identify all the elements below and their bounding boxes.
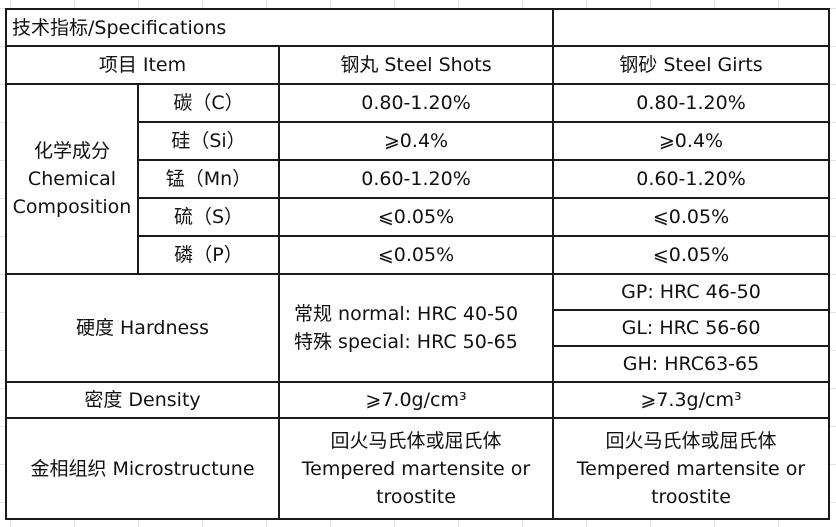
- shots-microstructure[interactable]: 回火马氏体或屈氏体 Tempered martensite or troosti…: [278, 417, 554, 520]
- table-title[interactable]: 技术指标/Specifications: [5, 8, 554, 47]
- grits-micro-cn: 回火马氏体或屈氏体: [605, 429, 777, 452]
- table-row: 锰（Mn） 0.60-1.20% 0.60-1.20%: [6, 159, 830, 199]
- header-item[interactable]: 项目 Item: [5, 45, 280, 85]
- shots-carbon[interactable]: 0.80-1.20%: [278, 83, 554, 123]
- table-row: 化学成分 Chemical Composition 碳（C） 0.80-1.20…: [5, 83, 830, 275]
- grits-micro-en2: troostite: [651, 485, 731, 508]
- shots-micro-en2: troostite: [376, 485, 456, 508]
- header-steel-shots[interactable]: 钢丸 Steel Shots: [278, 45, 554, 85]
- table-row: 硬度 Hardness 常规 normal: HRC 40-50 特殊 spec…: [5, 273, 830, 383]
- shots-micro-en1: Tempered martensite or: [301, 457, 531, 480]
- grits-sulfur[interactable]: ⩽0.05%: [552, 197, 830, 237]
- table-row: GH: HRC63-65: [6, 345, 830, 383]
- element-phosphorus[interactable]: 磷（P）: [137, 235, 280, 275]
- title-row: 技术指标/Specifications: [5, 8, 830, 47]
- specifications-table: 技术指标/Specifications 项目 Item 钢丸 Steel Sho…: [5, 8, 830, 520]
- microstructure-label[interactable]: 金相组织 Microstructune: [5, 417, 280, 520]
- grits-microstructure[interactable]: 回火马氏体或屈氏体 Tempered martensite or troosti…: [552, 417, 830, 520]
- grits-micro-en1: Tempered martensite or: [576, 457, 806, 480]
- chemical-label-en1: Chemical: [27, 168, 117, 190]
- shots-density[interactable]: ⩾7.0g/cm³: [278, 381, 554, 419]
- grits-phosphorus[interactable]: ⩽0.05%: [552, 235, 830, 275]
- header-steel-grits[interactable]: 钢砂 Steel Girts: [552, 45, 830, 85]
- empty-cell[interactable]: [552, 8, 830, 47]
- shots-sulfur[interactable]: ⩽0.05%: [278, 197, 554, 237]
- chemical-label-en2: Composition: [12, 196, 132, 218]
- shots-silicon[interactable]: ⩾0.4%: [278, 121, 554, 161]
- hardness-label[interactable]: 硬度 Hardness: [5, 273, 280, 383]
- shots-manganese[interactable]: 0.60-1.20%: [278, 159, 554, 199]
- table-row: 磷（P） ⩽0.05% ⩽0.05%: [6, 235, 830, 275]
- table-row: 金相组织 Microstructune 回火马氏体或屈氏体 Tempered m…: [5, 417, 830, 520]
- shots-phosphorus[interactable]: ⩽0.05%: [278, 235, 554, 275]
- element-manganese[interactable]: 锰（Mn）: [137, 159, 280, 199]
- density-label[interactable]: 密度 Density: [5, 381, 280, 419]
- table-row: GL: HRC 56-60: [6, 309, 830, 347]
- grits-carbon[interactable]: 0.80-1.20%: [552, 83, 830, 123]
- grits-hardness-gp[interactable]: GP: HRC 46-50: [552, 273, 830, 311]
- table-row: 硅（Si） ⩾0.4% ⩾0.4%: [6, 121, 830, 161]
- table-row: 密度 Density ⩾7.0g/cm³ ⩾7.3g/cm³: [5, 381, 830, 419]
- chemical-label-cn: 化学成分: [33, 140, 110, 162]
- element-carbon[interactable]: 碳（C）: [137, 83, 280, 123]
- grits-hardness-gh[interactable]: GH: HRC63-65: [552, 345, 830, 383]
- chemical-composition-label[interactable]: 化学成分 Chemical Composition: [5, 83, 139, 275]
- table-row: 硫（S） ⩽0.05% ⩽0.05%: [6, 197, 830, 237]
- shots-hardness-normal: 常规 normal: HRC 40-50: [294, 303, 519, 325]
- grits-silicon[interactable]: ⩾0.4%: [552, 121, 830, 161]
- element-sulfur[interactable]: 硫（S）: [137, 197, 280, 237]
- shots-hardness[interactable]: 常规 normal: HRC 40-50 特殊 special: HRC 50-…: [278, 273, 554, 383]
- header-row: 项目 Item 钢丸 Steel Shots 钢砂 Steel Girts: [5, 45, 830, 85]
- grits-manganese[interactable]: 0.60-1.20%: [552, 159, 830, 199]
- shots-hardness-special: 特殊 special: HRC 50-65: [294, 331, 518, 353]
- shots-micro-cn: 回火马氏体或屈氏体: [330, 429, 502, 452]
- element-silicon[interactable]: 硅（Si）: [137, 121, 280, 161]
- grits-density[interactable]: ⩾7.3g/cm³: [552, 381, 830, 419]
- grits-hardness-gl[interactable]: GL: HRC 56-60: [552, 309, 830, 347]
